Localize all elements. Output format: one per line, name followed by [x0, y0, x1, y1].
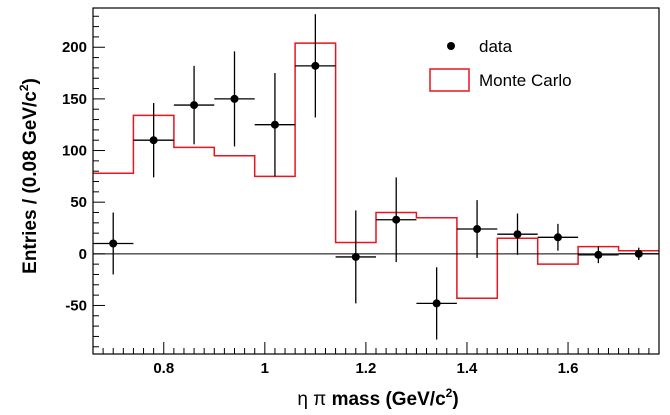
x-tick-label: 1.4 — [457, 360, 479, 377]
data-marker — [594, 250, 603, 259]
data-marker — [392, 215, 401, 224]
legend-entry-monte-carlo: Monte Carlo — [429, 68, 572, 92]
legend-monte-carlo-box — [429, 68, 470, 92]
data-point — [214, 51, 255, 147]
data-point — [254, 73, 296, 177]
y-tick-label: 50 — [70, 194, 87, 211]
y-axis-title-sup: 2 — [17, 84, 31, 91]
x-axis-title: η π mass (GeV/c2) — [297, 386, 458, 410]
data-marker — [190, 101, 199, 110]
y-tick-label: -50 — [65, 297, 87, 314]
data-marker — [634, 249, 643, 258]
data-point — [173, 65, 215, 145]
data-point — [618, 247, 659, 261]
data-point — [335, 210, 376, 304]
data-marker — [149, 136, 158, 145]
data-marker — [432, 299, 441, 308]
data-marker — [553, 233, 562, 242]
x-axis-title-suffix: ) — [452, 389, 458, 410]
x-axis-title-sup: 2 — [446, 386, 453, 400]
x-axis-title-prefix: η π — [297, 389, 326, 410]
data-marker — [270, 120, 279, 129]
monte-carlo-histogram — [93, 42, 659, 299]
legend-monte-carlo-label: Monte Carlo — [479, 71, 572, 90]
legend-data-label: data — [479, 37, 513, 56]
y-axis-title: Entries / (0.08 GeV/c2) — [17, 78, 41, 274]
y-tick-label: 200 — [62, 39, 87, 56]
x-tick-label: 1.6 — [558, 360, 579, 377]
data-point — [497, 213, 538, 255]
monte-carlo-step-line — [93, 42, 659, 299]
y-tick-label: 100 — [62, 143, 87, 160]
x-axis-title-main: mass (GeV/c — [326, 389, 446, 410]
data-marker — [351, 252, 360, 261]
data-marker — [230, 94, 239, 103]
data-point — [537, 223, 579, 251]
data-marker — [109, 239, 118, 248]
data-marker — [513, 230, 522, 239]
data-point — [295, 14, 336, 118]
data-point — [376, 177, 417, 263]
data-point — [416, 267, 457, 340]
x-tick-label: 0.8 — [153, 360, 174, 377]
axes: 0.8 1 1.2 1.4 1.6 -50 0 50 100 150 200 — [62, 7, 660, 377]
data-point — [456, 200, 498, 258]
legend: data Monte Carlo — [429, 37, 572, 92]
y-axis-title-suffix: ) — [20, 78, 41, 84]
legend-entry-data: data — [447, 37, 513, 56]
data-point — [93, 212, 134, 275]
plot-frame — [92, 7, 660, 355]
data-point — [578, 246, 619, 264]
data-points — [93, 14, 659, 340]
data-marker — [311, 61, 320, 70]
x-tick-label: 1 — [261, 360, 269, 377]
y-tick-label: 150 — [62, 91, 87, 108]
data-marker — [473, 225, 482, 234]
y-axis-title-main: Entries / (0.08 GeV/c — [20, 91, 41, 274]
y-tick-label: 0 — [79, 246, 87, 263]
x-tick-label: 1.2 — [355, 360, 376, 377]
legend-data-marker — [447, 42, 455, 50]
data-point — [133, 103, 174, 178]
